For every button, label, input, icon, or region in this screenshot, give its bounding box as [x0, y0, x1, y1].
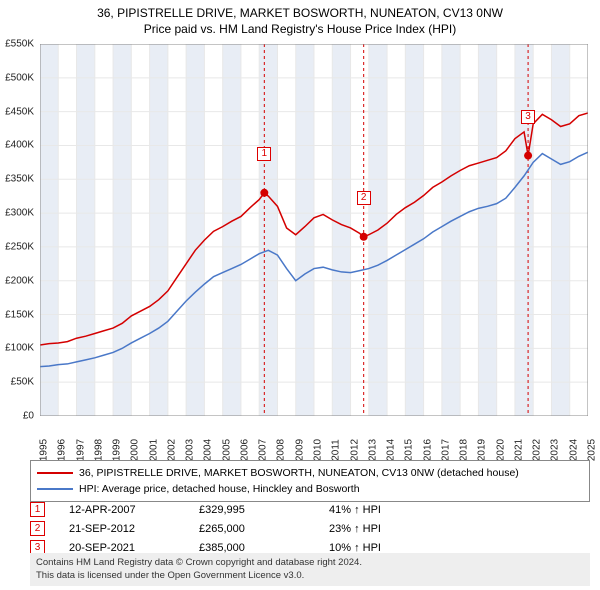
x-tick-label: 2007: [258, 439, 269, 461]
x-tick-label: 1997: [75, 439, 86, 461]
marker-table-pct: 23% ↑ HPI: [329, 523, 449, 535]
footer: Contains HM Land Registry data © Crown c…: [30, 553, 590, 586]
marker-table-price: £329,995: [199, 504, 329, 516]
legend-row: 36, PIPISTRELLE DRIVE, MARKET BOSWORTH, …: [37, 465, 583, 481]
marker-table-box: 2: [30, 521, 45, 536]
marker-table-row: 2 21-SEP-2012£265,00023% ↑ HPI: [30, 519, 570, 538]
y-tick-label: £0: [23, 411, 34, 422]
x-tick-label: 2013: [367, 439, 378, 461]
year-band: [551, 44, 569, 416]
marker-table-price: £265,000: [199, 523, 329, 535]
year-band: [223, 44, 241, 416]
footer-line-1: Contains HM Land Registry data © Crown c…: [36, 557, 584, 569]
chart-container: 36, PIPISTRELLE DRIVE, MARKET BOSWORTH, …: [0, 0, 600, 590]
x-tick-label: 2000: [130, 439, 141, 461]
y-tick-label: £300K: [5, 208, 34, 219]
marker-table-date: 12-APR-2007: [69, 504, 199, 516]
chart-marker-box: 2: [357, 191, 371, 205]
legend: 36, PIPISTRELLE DRIVE, MARKET BOSWORTH, …: [30, 460, 590, 502]
x-tick-label: 2021: [513, 439, 524, 461]
y-tick-label: £250K: [5, 241, 34, 252]
y-tick-label: £500K: [5, 72, 34, 83]
x-tick-label: 2010: [313, 439, 324, 461]
chart-title: 36, PIPISTRELLE DRIVE, MARKET BOSWORTH, …: [0, 6, 600, 20]
marker-table-pct: 10% ↑ HPI: [329, 542, 449, 554]
title-block: 36, PIPISTRELLE DRIVE, MARKET BOSWORTH, …: [0, 0, 600, 36]
y-tick-label: £50K: [11, 377, 34, 388]
x-tick-label: 2004: [203, 439, 214, 461]
x-tick-label: 2001: [148, 439, 159, 461]
marker-table-box: 1: [30, 502, 45, 517]
x-tick-label: 2012: [349, 439, 360, 461]
chart-subtitle: Price paid vs. HM Land Registry's House …: [0, 20, 600, 36]
y-axis: £0£50K£100K£150K£200K£250K£300K£350K£400…: [0, 44, 38, 416]
year-band: [186, 44, 204, 416]
legend-swatch: [37, 488, 73, 490]
x-tick-label: 2009: [294, 439, 305, 461]
year-band: [332, 44, 350, 416]
year-band: [296, 44, 314, 416]
x-tick-label: 2019: [477, 439, 488, 461]
marker-table: 1 12-APR-2007£329,99541% ↑ HPI 2 21-SEP-201…: [30, 500, 570, 557]
legend-row: HPI: Average price, detached house, Hinc…: [37, 481, 583, 497]
x-tick-label: 2018: [459, 439, 470, 461]
y-tick-label: £450K: [5, 106, 34, 117]
x-tick-label: 2011: [331, 439, 342, 461]
marker-table-row: 1 12-APR-2007£329,99541% ↑ HPI: [30, 500, 570, 519]
y-tick-label: £400K: [5, 140, 34, 151]
chart-marker-box: 1: [257, 147, 271, 161]
x-tick-label: 2002: [166, 439, 177, 461]
year-band: [442, 44, 460, 416]
x-axis: 1995 1996 1997 1998 1999 2000 2001 2002 2003 2004…: [40, 420, 588, 460]
legend-label: HPI: Average price, detached house, Hinc…: [79, 483, 360, 495]
y-tick-label: £350K: [5, 174, 34, 185]
marker-dot: [360, 233, 368, 241]
y-tick-label: £150K: [5, 309, 34, 320]
year-band: [405, 44, 423, 416]
x-tick-label: 1998: [93, 439, 104, 461]
chart-marker-box: 3: [521, 110, 535, 124]
legend-swatch: [37, 472, 73, 474]
x-tick-label: 2003: [185, 439, 196, 461]
x-tick-label: 2022: [532, 439, 543, 461]
x-tick-label: 1996: [57, 439, 68, 461]
marker-dot: [260, 189, 268, 197]
y-tick-label: £550K: [5, 39, 34, 50]
year-band: [150, 44, 168, 416]
y-tick-label: £100K: [5, 343, 34, 354]
x-tick-label: 1999: [112, 439, 123, 461]
x-tick-label: 2005: [221, 439, 232, 461]
chart-plot-area: 1 2 3: [40, 44, 588, 416]
footer-line-2: This data is licensed under the Open Gov…: [36, 570, 584, 582]
x-tick-label: 2015: [404, 439, 415, 461]
marker-dot: [524, 152, 532, 160]
x-tick-label: 2023: [550, 439, 561, 461]
legend-label: 36, PIPISTRELLE DRIVE, MARKET BOSWORTH, …: [79, 467, 519, 479]
x-tick-label: 2024: [568, 439, 579, 461]
x-tick-label: 1995: [39, 439, 50, 461]
x-tick-label: 2014: [386, 439, 397, 461]
y-tick-label: £200K: [5, 275, 34, 286]
x-tick-label: 2016: [422, 439, 433, 461]
year-band: [40, 44, 58, 416]
marker-table-pct: 41% ↑ HPI: [329, 504, 449, 516]
year-band: [515, 44, 533, 416]
x-tick-label: 2008: [276, 439, 287, 461]
chart-svg: [40, 44, 588, 416]
year-band: [113, 44, 131, 416]
year-band: [259, 44, 277, 416]
x-tick-label: 2017: [440, 439, 451, 461]
x-tick-label: 2006: [239, 439, 250, 461]
marker-table-price: £385,000: [199, 542, 329, 554]
x-tick-label: 2020: [495, 439, 506, 461]
marker-table-date: 21-SEP-2012: [69, 523, 199, 535]
year-band: [478, 44, 496, 416]
marker-table-date: 20-SEP-2021: [69, 542, 199, 554]
x-tick-label: 2025: [587, 439, 598, 461]
